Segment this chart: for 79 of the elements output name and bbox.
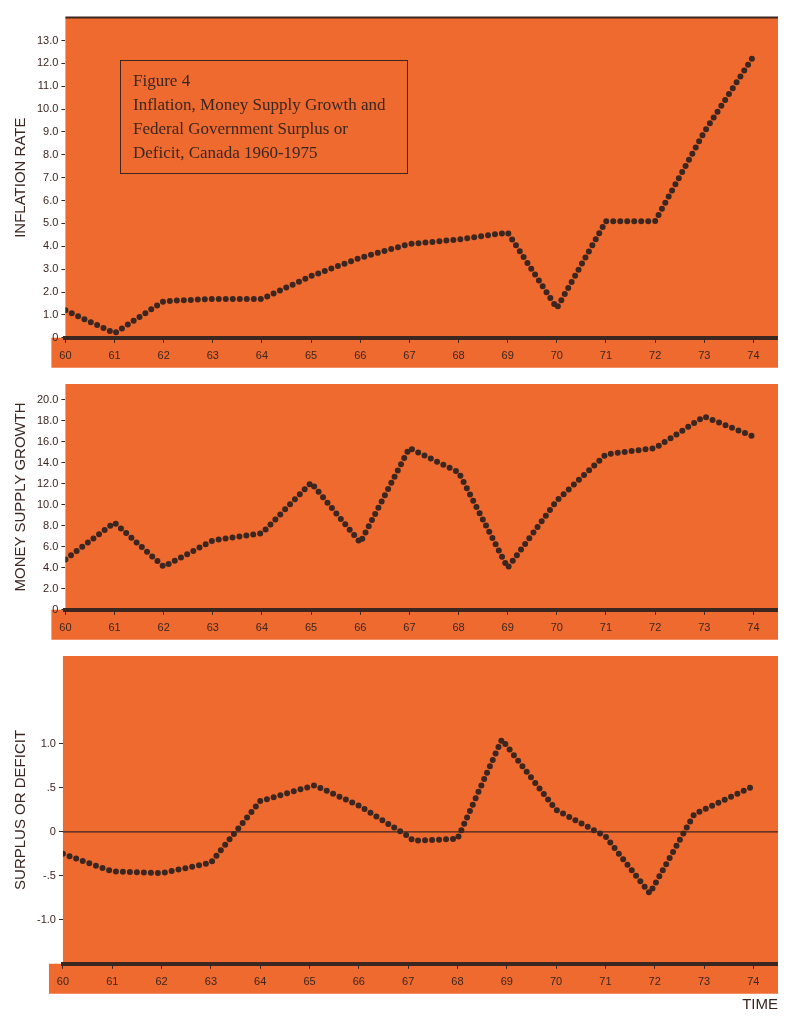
x-tick-label: 70 xyxy=(550,621,563,634)
y-tick-label: 3.0 xyxy=(43,262,59,275)
y-tick-label: 16.0 xyxy=(36,434,59,447)
x-tick-label: 74 xyxy=(747,349,760,362)
y-tick-label: 7.0 xyxy=(43,170,59,183)
y-tick-label: 0 xyxy=(49,824,56,837)
x-tick-label: 68 xyxy=(452,621,465,634)
x-tick-label: 66 xyxy=(354,621,367,634)
y-tick-label: 12.0 xyxy=(36,476,59,489)
x-tick-label: 71 xyxy=(599,621,613,634)
y-tick-label: 8.0 xyxy=(43,147,59,160)
y-tick-label: 6.0 xyxy=(43,539,59,552)
y-tick-label: 2.0 xyxy=(43,581,59,594)
x-tick-label: 73 xyxy=(698,621,711,634)
x-tick-label: 67 xyxy=(402,975,415,988)
y-tick-label: 20.0 xyxy=(36,392,59,405)
y-tick-label: 10.0 xyxy=(36,497,59,510)
x-tick-label: 65 xyxy=(303,975,316,988)
x-tick-label: 72 xyxy=(649,349,662,362)
x-axis-title: TIME xyxy=(742,995,778,1013)
y-tick-label: 11.0 xyxy=(37,79,59,92)
y-axis-title: SURPLUS OR DEFICIT xyxy=(11,729,29,890)
x-tick-label: 67 xyxy=(403,621,416,634)
x-tick-label: 61 xyxy=(108,621,121,634)
x-tick-label: 64 xyxy=(255,621,269,634)
x-tick-label: 74 xyxy=(747,621,760,634)
y-tick-label: -.5 xyxy=(43,868,56,881)
y-tick-label: 2.0 xyxy=(43,285,59,298)
x-tick-label: 65 xyxy=(305,621,318,634)
y-tick-label: 5.0 xyxy=(43,216,59,229)
x-tick-label: 74 xyxy=(747,975,760,988)
text: Figure 4 xyxy=(133,70,192,92)
y-tick-label: .5 xyxy=(46,780,56,793)
x-tick-label: 60 xyxy=(59,349,72,362)
y-tick-label: 1.0 xyxy=(43,307,59,320)
x-tick-label: 68 xyxy=(451,975,464,988)
y-tick-label: -1.0 xyxy=(36,912,56,925)
y-tick-label: 1.0 xyxy=(40,736,56,749)
x-tick-label: 71 xyxy=(599,349,613,362)
x-tick-label: 72 xyxy=(649,621,662,634)
y-tick-label: 13.0 xyxy=(36,33,59,46)
x-tick-label: 66 xyxy=(354,349,367,362)
x-tick-label: 70 xyxy=(550,349,563,362)
y-tick-label: 10.0 xyxy=(36,102,59,115)
y-tick-label: 14.0 xyxy=(36,455,59,468)
x-tick-label: 65 xyxy=(305,349,318,362)
x-tick-label: 70 xyxy=(549,975,563,988)
x-tick-label: 69 xyxy=(501,621,514,634)
x-tick-label: 66 xyxy=(352,975,365,988)
x-tick-label: 61 xyxy=(106,975,119,988)
y-tick-label: 12.0 xyxy=(36,56,59,69)
x-tick-label: 63 xyxy=(204,975,218,988)
y-axis-title: INFLATION RATE xyxy=(11,117,29,238)
y-tick-label: 4.0 xyxy=(43,239,59,252)
x-tick-label: 60 xyxy=(56,975,70,988)
x-tick-label: 68 xyxy=(452,349,465,362)
text: Inflation, Money Supply Growth and Federal Government Surplus or Deficit, Canada 1960-1975 xyxy=(133,94,387,164)
y-tick-label: 4.0 xyxy=(43,560,59,573)
y-axis-title: MONEY SUPPLY GROWTH xyxy=(11,402,29,592)
y-tick-label: 6.0 xyxy=(43,193,59,206)
x-tick-label: 60 xyxy=(59,621,72,634)
y-tick-label: 8.0 xyxy=(43,518,59,531)
x-tick-label: 64 xyxy=(254,975,267,988)
x-tick-label: 73 xyxy=(698,349,711,362)
x-tick-label: 69 xyxy=(500,975,513,988)
y-tick-label: 18.0 xyxy=(36,413,59,426)
x-tick-label: 63 xyxy=(206,349,219,362)
x-tick-label: 62 xyxy=(155,975,168,988)
x-tick-label: 72 xyxy=(648,975,661,988)
x-tick-label: 62 xyxy=(157,349,170,362)
y-tick-label: 9.0 xyxy=(43,124,59,137)
x-tick-label: 61 xyxy=(108,349,121,362)
x-tick-label: 69 xyxy=(501,349,514,362)
x-tick-label: 62 xyxy=(157,621,170,634)
x-tick-label: 73 xyxy=(697,975,711,988)
x-tick-label: 64 xyxy=(255,349,269,362)
x-tick-label: 67 xyxy=(403,349,416,362)
x-tick-label: 63 xyxy=(206,621,219,634)
x-tick-label: 71 xyxy=(599,975,612,988)
